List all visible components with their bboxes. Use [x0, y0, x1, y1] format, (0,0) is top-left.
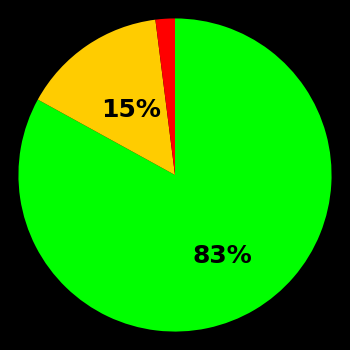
Text: 83%: 83% [193, 244, 253, 268]
Wedge shape [155, 19, 175, 175]
Wedge shape [38, 20, 175, 175]
Wedge shape [19, 19, 331, 331]
Text: 15%: 15% [101, 98, 161, 122]
